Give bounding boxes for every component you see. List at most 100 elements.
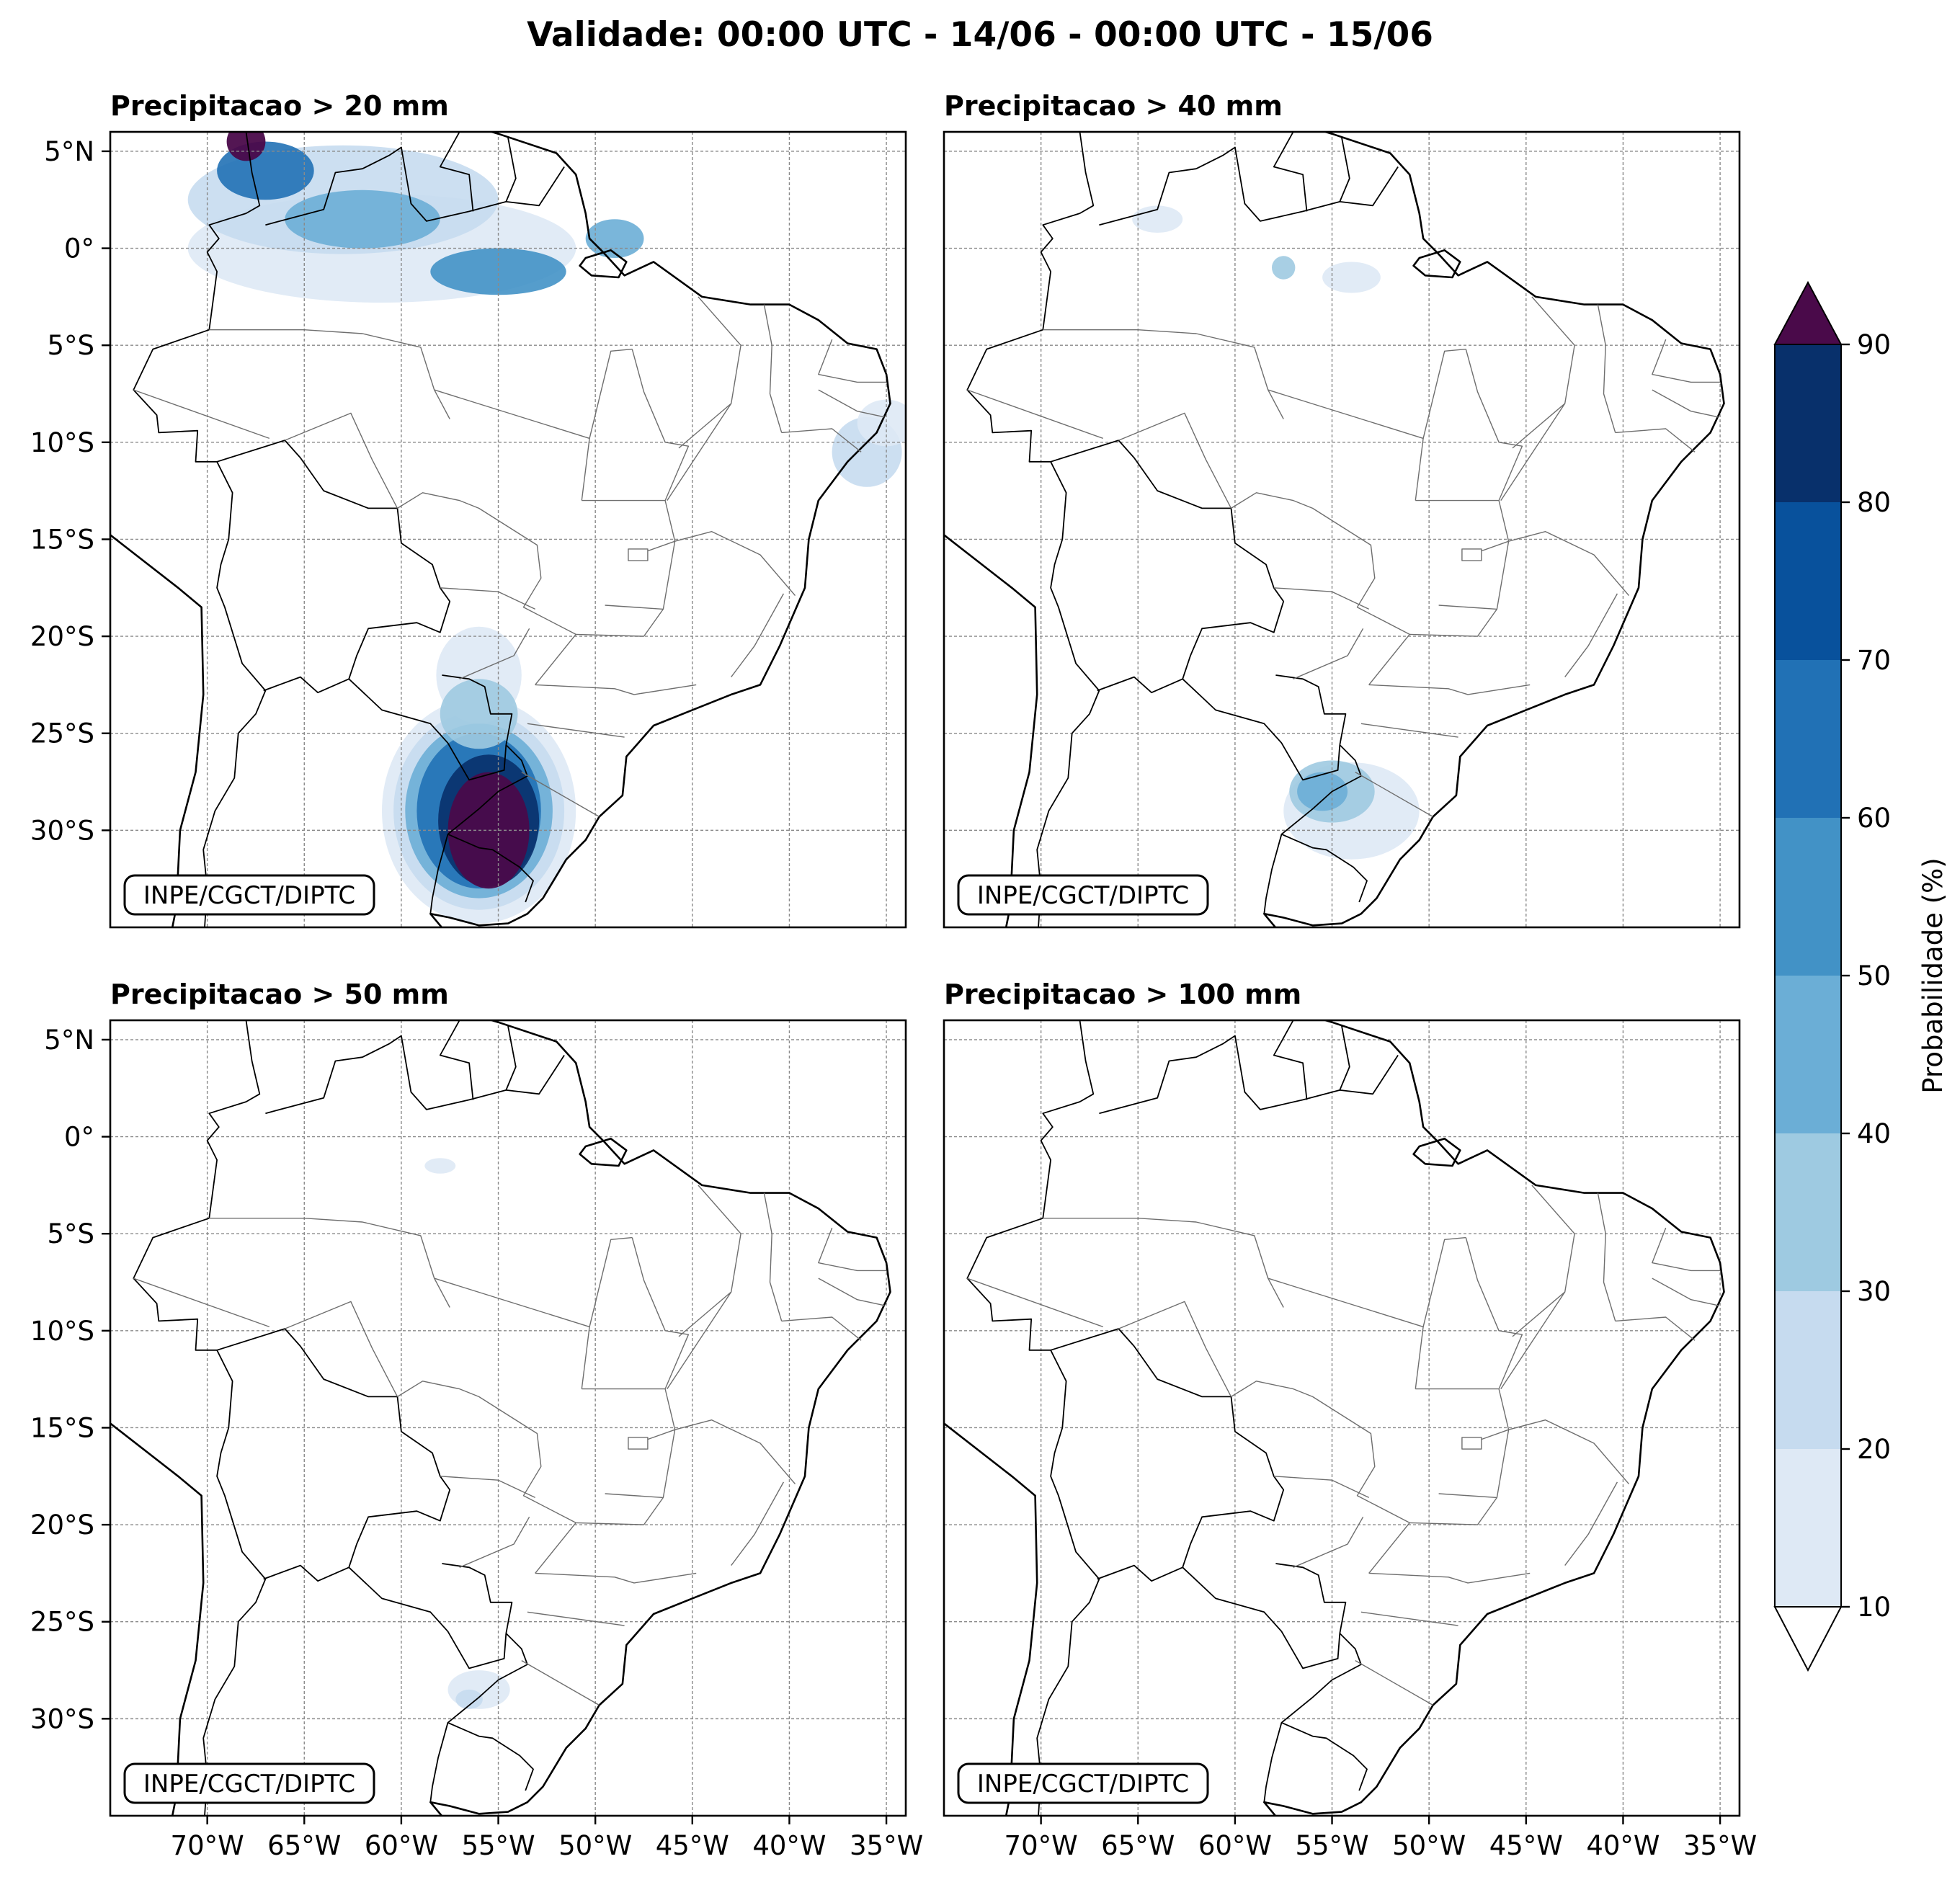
probability-blob <box>440 679 518 749</box>
state-border <box>763 1192 783 1321</box>
country-border <box>1273 1020 1308 1100</box>
country-border <box>1040 1020 1095 1218</box>
probability-blob <box>285 190 440 249</box>
state-border <box>133 389 270 440</box>
state-border <box>1512 296 1575 449</box>
longitude-tick-label: 55°W <box>461 1830 535 1861</box>
state-border <box>434 1236 633 1328</box>
latitude-tick-label: 15°S <box>30 524 94 555</box>
map-frame <box>109 130 907 929</box>
state-border <box>667 1291 732 1389</box>
country-border <box>1275 674 1347 746</box>
marajo-island <box>579 249 628 279</box>
figure-title: Validade: 00:00 UTC - 14/06 - 00:00 UTC … <box>527 15 1433 55</box>
state-border <box>285 412 398 509</box>
latitude-tick-label: 10°S <box>30 427 94 458</box>
colorbar-tick-label: 30 <box>1857 1276 1891 1307</box>
state-border <box>434 348 633 440</box>
state-border <box>1597 1192 1616 1321</box>
colorbar-extend-max <box>1773 280 1843 345</box>
latitude-tick-label: 5°N <box>44 1025 94 1056</box>
probability-blob <box>226 132 266 161</box>
country-border <box>133 1217 267 1816</box>
federal-district-border <box>1461 548 1482 561</box>
state-border <box>731 593 785 678</box>
panel-precip-50: Precipitacao > 50 mm INPE/CGCT/DIPTC 5°N… <box>30 978 923 1861</box>
longitude-tick-label: 35°W <box>1683 1830 1757 1861</box>
state-border <box>1118 412 1232 509</box>
credit-label: INPE/CGCT/DIPTC <box>143 881 355 910</box>
longitude-tick-label: 70°W <box>171 1830 244 1861</box>
latitude-tick-label: 15°S <box>30 1412 94 1443</box>
country-border <box>133 329 267 927</box>
boundaries <box>110 1020 891 1816</box>
pacific-coastline <box>110 1422 205 1816</box>
country-border <box>439 1020 474 1100</box>
longitude-tick-label: 60°W <box>365 1830 438 1861</box>
country-border <box>348 1566 507 1669</box>
panel-title: Precipitacao > 100 mm <box>944 978 1301 1010</box>
longitude-tick-label: 40°W <box>1586 1830 1660 1861</box>
probability-field <box>424 1158 510 1709</box>
state-border <box>459 1516 530 1568</box>
country-border <box>348 678 507 781</box>
latitude-tick-label: 30°S <box>30 815 94 846</box>
state-border <box>1231 492 1410 636</box>
country-border <box>1099 146 1399 226</box>
pacific-coastline <box>110 533 205 927</box>
pacific-coastline <box>944 1422 1038 1816</box>
state-border <box>1652 1278 1719 1306</box>
map-area: INPE/CGCT/DIPTC <box>943 130 1741 929</box>
longitude-tick-label: 65°W <box>267 1830 341 1861</box>
state-border <box>731 1481 785 1566</box>
state-border <box>440 1476 535 1499</box>
country-border <box>216 440 451 694</box>
credit-box: INPE/CGCT/DIPTC <box>123 1762 375 1804</box>
state-border <box>763 304 783 433</box>
longitude-tick-label: 35°W <box>850 1830 923 1861</box>
state-border <box>1360 723 1458 738</box>
colorbar-segments <box>1773 280 1843 1672</box>
state-border <box>459 628 530 679</box>
state-border <box>1415 499 1630 597</box>
country-border <box>1099 1035 1399 1115</box>
latitude-axis: 5°N 0° 5°S 10°S 15°S 20°S 25°S 30°S <box>30 136 110 846</box>
state-border <box>1615 428 1696 452</box>
state-border <box>967 389 1104 440</box>
atlantic-coastline <box>1263 1020 1725 1816</box>
state-border <box>818 389 885 418</box>
colorbar-ticks: 10 20 30 40 50 60 70 80 90 <box>1841 329 1891 1623</box>
probability-blob <box>424 1158 456 1174</box>
graticule <box>944 132 1740 927</box>
federal-district-border <box>628 1437 649 1450</box>
colorbar-tick-label: 60 <box>1857 803 1891 834</box>
colorbar-tick-label: 40 <box>1857 1118 1891 1149</box>
country-border <box>429 834 449 914</box>
marajo-island <box>1412 249 1461 279</box>
state-border <box>631 1237 690 1389</box>
map-frame <box>109 1019 907 1817</box>
country-border <box>265 1035 565 1115</box>
state-border <box>582 1388 796 1485</box>
colorbar-extend-min <box>1773 1606 1843 1672</box>
country-border <box>1040 132 1095 330</box>
state-border <box>521 771 600 818</box>
colorbar-segment <box>1775 976 1841 1133</box>
state-border <box>1043 1218 1284 1308</box>
graticule <box>110 1020 906 1816</box>
state-border <box>1465 1237 1523 1389</box>
state-border <box>285 1301 398 1397</box>
credit-label: INPE/CGCT/DIPTC <box>143 1770 355 1798</box>
state-border <box>527 1611 625 1626</box>
colorbar-tick-label: 70 <box>1857 645 1891 676</box>
longitude-tick-label: 65°W <box>1101 1830 1175 1861</box>
state-border <box>209 329 450 419</box>
latitude-tick-label: 25°S <box>30 718 94 749</box>
credit-box: INPE/CGCT/DIPTC <box>957 1762 1209 1804</box>
map-area: INPE/CGCT/DIPTC <box>109 1019 907 1817</box>
state-border <box>1368 684 1531 695</box>
state-border <box>1368 1572 1531 1584</box>
state-border <box>1415 1327 1424 1389</box>
latitude-tick-label: 30°S <box>30 1703 94 1734</box>
